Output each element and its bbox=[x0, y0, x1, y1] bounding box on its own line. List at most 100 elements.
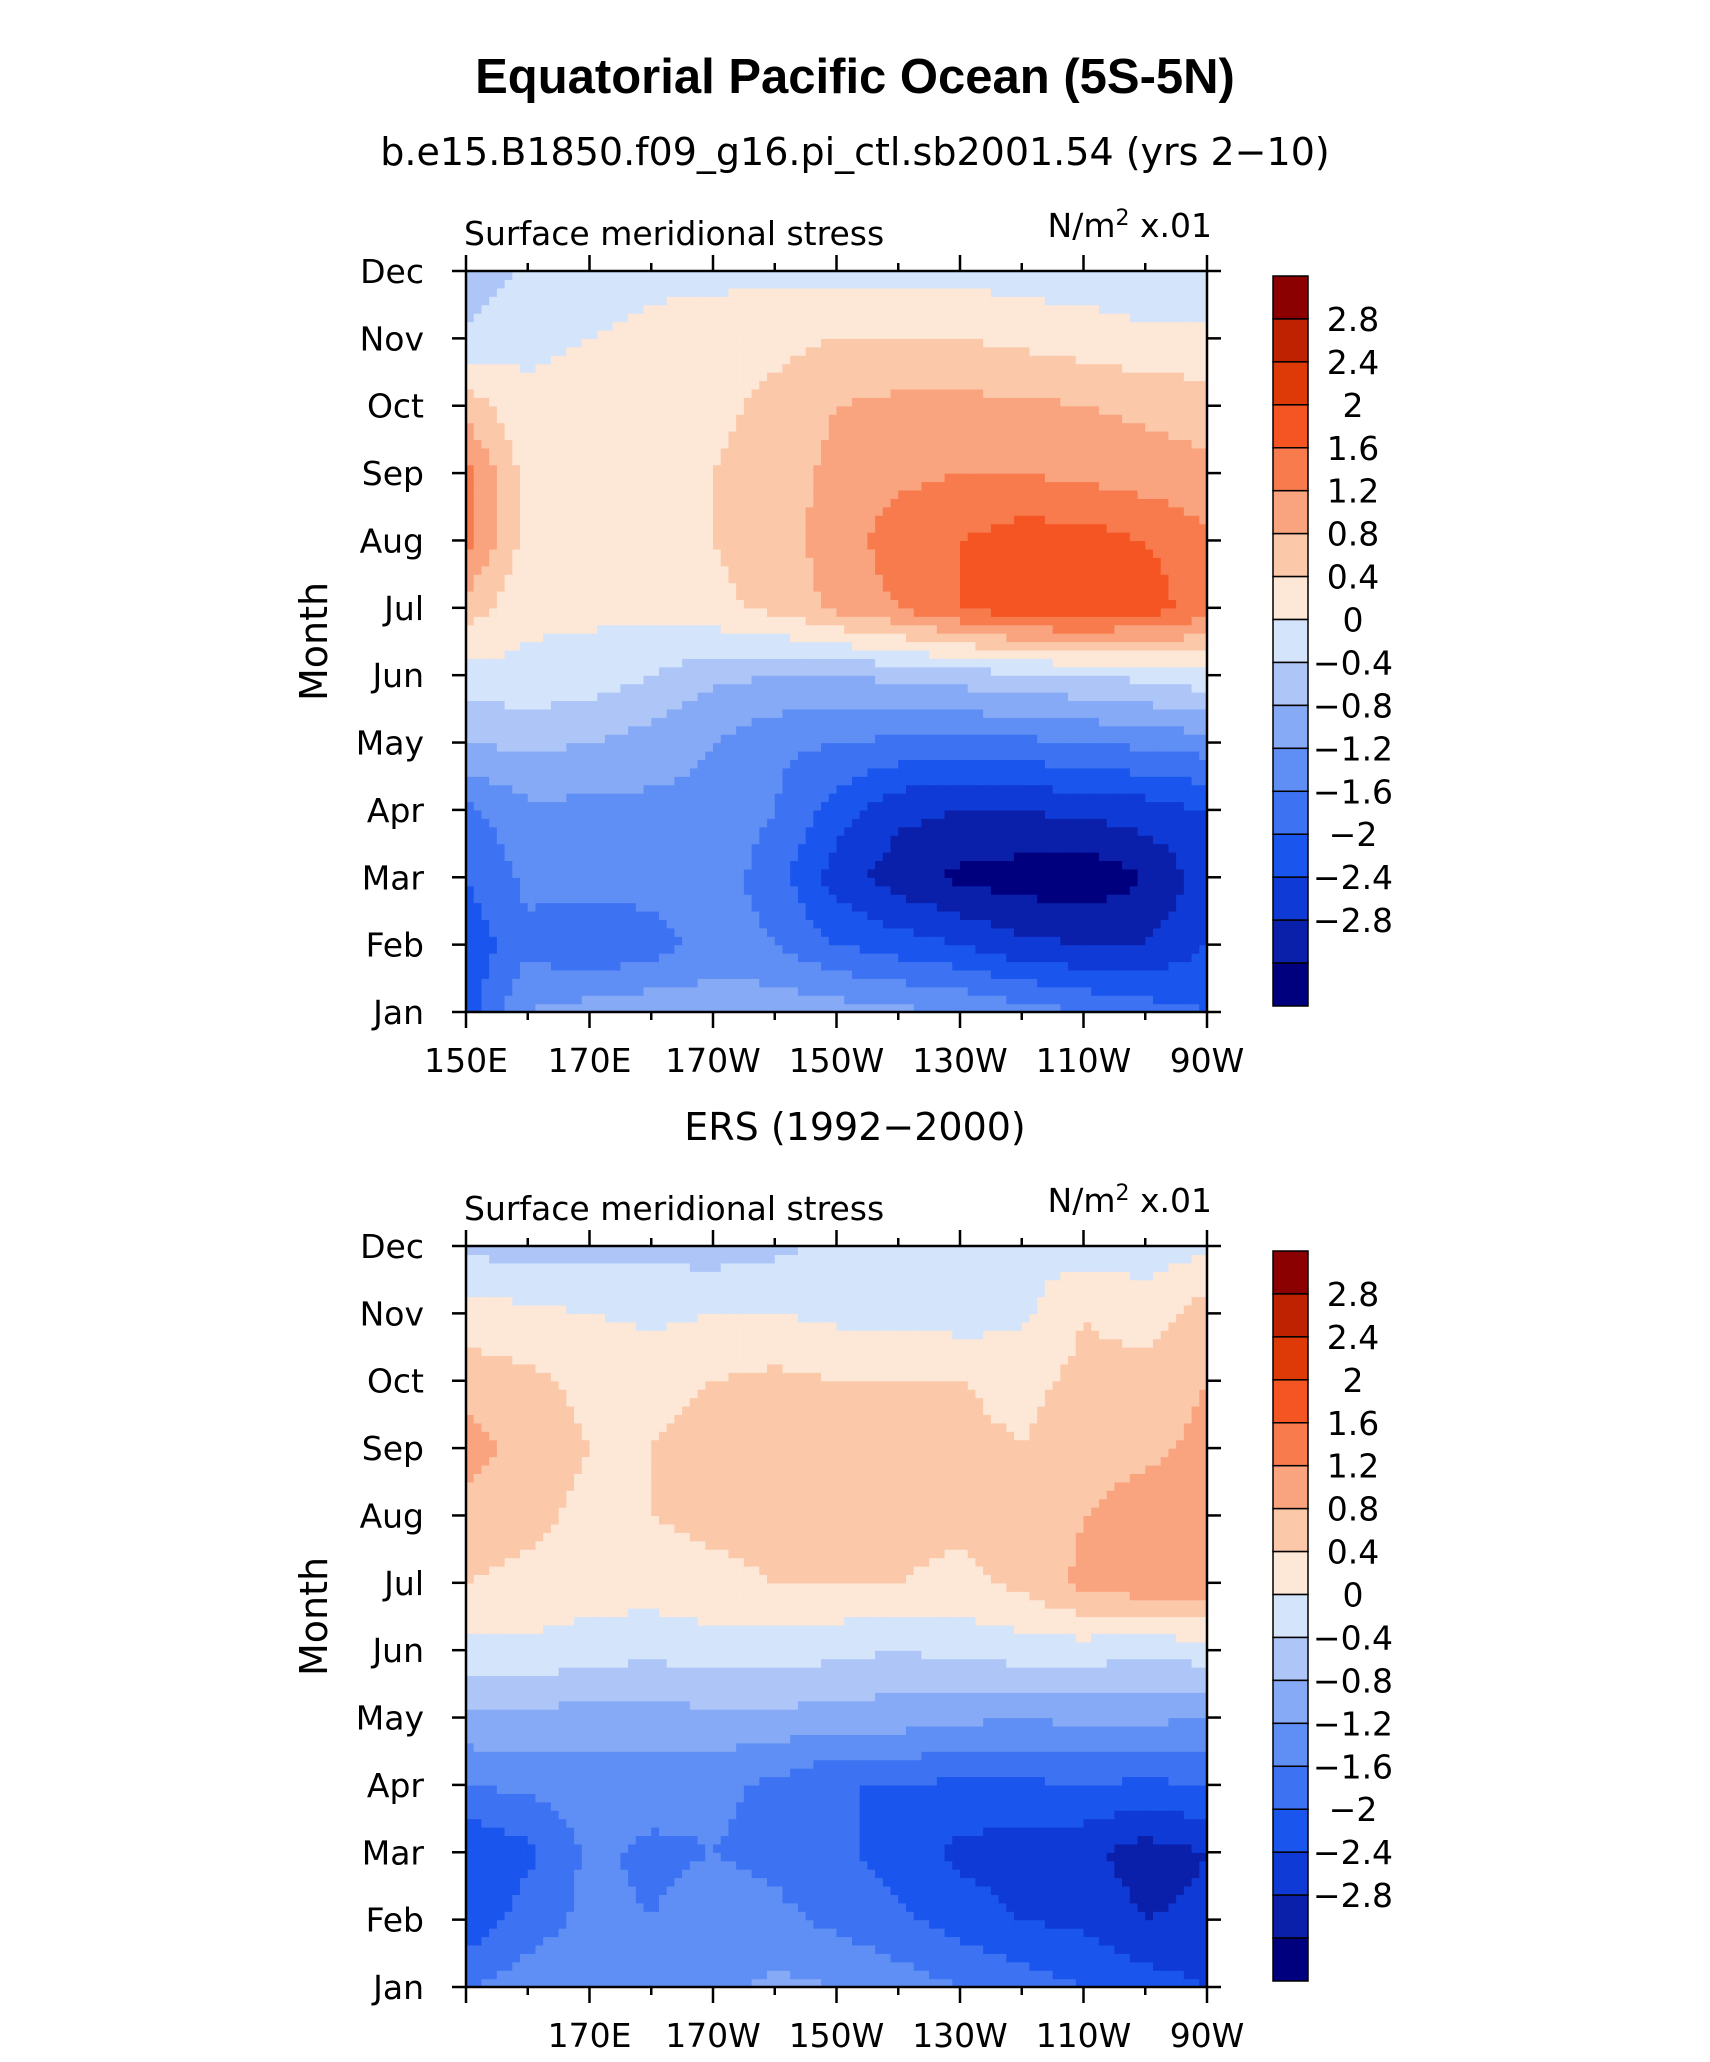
heatmap-cell bbox=[658, 658, 668, 668]
heatmap-cell bbox=[1006, 708, 1015, 718]
heatmap-cell bbox=[898, 641, 907, 651]
heatmap-cell bbox=[1014, 910, 1023, 920]
heatmap-cell bbox=[635, 717, 645, 727]
heatmap-cell bbox=[774, 708, 784, 718]
heatmap-cell bbox=[689, 894, 699, 904]
heatmap-cell bbox=[1052, 725, 1061, 735]
heatmap-cell bbox=[489, 995, 498, 1005]
heatmap-cell bbox=[944, 809, 953, 819]
heatmap-cell bbox=[890, 936, 899, 946]
heatmap-cell bbox=[496, 986, 506, 996]
heatmap-cell bbox=[790, 826, 799, 836]
heatmap-cell bbox=[550, 868, 560, 878]
heatmap-cell bbox=[1199, 793, 1207, 803]
heatmap-cell bbox=[527, 919, 537, 929]
heatmap-cell bbox=[628, 809, 637, 819]
heatmap-cell bbox=[751, 784, 760, 794]
heatmap-cell bbox=[666, 658, 676, 668]
heatmap-cell bbox=[875, 607, 884, 617]
heatmap-cell bbox=[1168, 919, 1177, 929]
heatmap-cell bbox=[535, 633, 544, 643]
heatmap-cell bbox=[1091, 835, 1100, 845]
heatmap-cell bbox=[566, 801, 575, 811]
heatmap-cell bbox=[975, 986, 984, 996]
heatmap-cell bbox=[952, 717, 961, 727]
heatmap-cell bbox=[1199, 860, 1207, 870]
heatmap-cell bbox=[543, 860, 552, 870]
heatmap-cell bbox=[643, 675, 652, 685]
heatmap-cell bbox=[697, 852, 706, 862]
heatmap-cell bbox=[504, 868, 513, 878]
heatmap-cell bbox=[851, 624, 861, 634]
heatmap-cell bbox=[774, 826, 784, 836]
heatmap-cell bbox=[612, 826, 621, 836]
heatmap-cell bbox=[998, 717, 1007, 727]
heatmap-cell bbox=[813, 759, 822, 769]
heatmap-cell bbox=[1044, 801, 1054, 811]
heatmap-cell bbox=[682, 860, 691, 870]
heatmap-cell bbox=[1152, 708, 1162, 718]
heatmap-cell bbox=[1183, 927, 1193, 937]
heatmap-cell bbox=[867, 969, 876, 979]
heatmap-cell bbox=[828, 801, 838, 811]
heatmap-cell bbox=[535, 843, 544, 853]
heatmap-cell bbox=[713, 852, 722, 862]
heatmap-cell bbox=[481, 969, 490, 979]
heatmap-cell bbox=[898, 902, 907, 912]
heatmap-cell bbox=[882, 944, 892, 954]
heatmap-cell bbox=[929, 666, 938, 676]
heatmap-cell bbox=[913, 961, 923, 971]
heatmap-cell bbox=[774, 953, 784, 963]
heatmap-cell bbox=[620, 590, 629, 600]
heatmap-cell bbox=[836, 978, 845, 988]
heatmap-cell bbox=[905, 927, 915, 937]
heatmap-cell bbox=[1098, 995, 1108, 1005]
heatmap-cell bbox=[929, 784, 938, 794]
heatmap-cell bbox=[821, 944, 830, 954]
heatmap-cell bbox=[844, 776, 853, 786]
heatmap-cell bbox=[1021, 725, 1031, 735]
heatmap-cell bbox=[1083, 961, 1092, 971]
heatmap-cell bbox=[466, 995, 475, 1005]
heatmap-cell bbox=[905, 734, 915, 744]
heatmap-cell bbox=[905, 910, 915, 920]
heatmap-cell bbox=[983, 927, 992, 937]
heatmap-cell bbox=[682, 607, 691, 617]
heatmap-cell bbox=[1122, 574, 1131, 584]
heatmap-cell bbox=[790, 767, 799, 777]
heatmap-cell bbox=[1075, 944, 1085, 954]
heatmap-cell bbox=[960, 590, 969, 600]
heatmap-cell bbox=[1006, 894, 1015, 904]
heatmap-cell bbox=[543, 683, 552, 693]
heatmap-cell bbox=[1037, 843, 1046, 853]
heatmap-cell bbox=[1168, 910, 1177, 920]
heatmap-cell bbox=[867, 582, 876, 592]
heatmap-cell bbox=[612, 641, 621, 651]
heatmap-cell bbox=[1044, 776, 1054, 786]
heatmap-cell bbox=[566, 590, 575, 600]
heatmap-cell bbox=[466, 969, 475, 979]
heatmap-cell bbox=[790, 818, 799, 828]
heatmap-cell bbox=[1168, 969, 1177, 979]
heatmap-cell bbox=[1029, 995, 1038, 1005]
heatmap-cell bbox=[604, 759, 614, 769]
heatmap-cell bbox=[921, 868, 930, 878]
heatmap-cell bbox=[998, 641, 1007, 651]
heatmap-cell bbox=[1176, 801, 1185, 811]
heatmap-cell bbox=[1044, 574, 1054, 584]
heatmap-cell bbox=[1052, 599, 1061, 609]
heatmap-cell bbox=[1083, 607, 1092, 617]
heatmap-cell bbox=[805, 801, 814, 811]
heatmap-cell bbox=[844, 961, 853, 971]
heatmap-cell bbox=[882, 658, 892, 668]
heatmap-cell bbox=[589, 759, 598, 769]
heatmap-cell bbox=[767, 616, 776, 626]
heatmap-cell bbox=[813, 885, 822, 895]
heatmap-cell bbox=[859, 658, 868, 668]
heatmap-cell bbox=[743, 843, 753, 853]
heatmap-cell bbox=[651, 902, 660, 912]
heatmap-cell bbox=[720, 574, 730, 584]
heatmap-cell bbox=[898, 742, 907, 752]
heatmap-cell bbox=[620, 809, 629, 819]
heatmap-cell bbox=[797, 860, 807, 870]
